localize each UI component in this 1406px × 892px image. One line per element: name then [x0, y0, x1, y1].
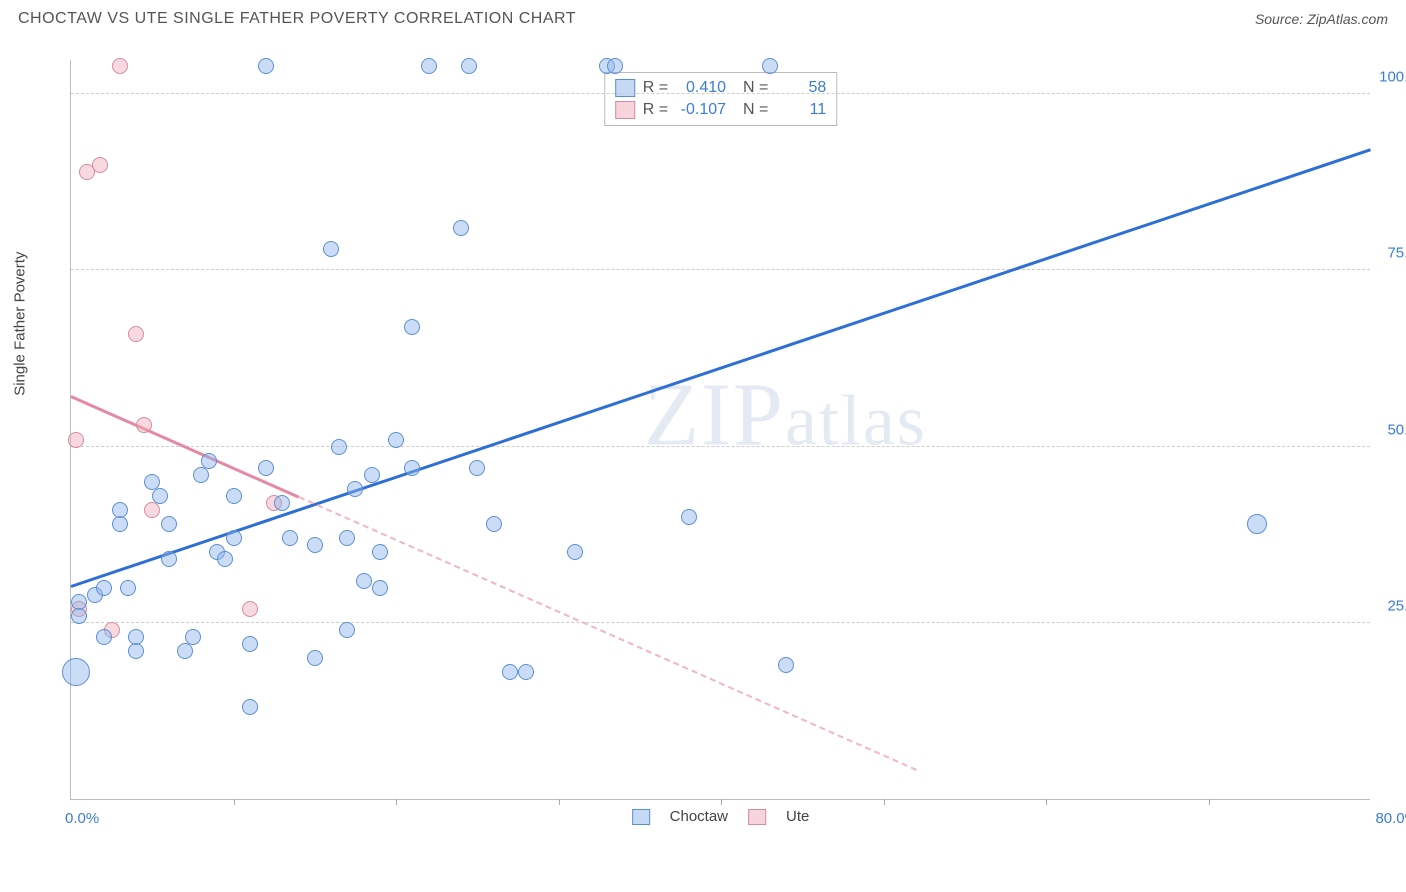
plot-area: ZIPatlas R = 0.410 N = 58 R = -0.107 N =… — [70, 60, 1370, 800]
gridline — [71, 622, 1370, 623]
choctaw-point — [242, 636, 258, 652]
x-tick — [1046, 799, 1047, 805]
choctaw-point — [762, 58, 778, 74]
choctaw-point — [323, 241, 339, 257]
stat-n-ute: 11 — [776, 101, 826, 119]
legend-label-choctaw: Choctaw — [670, 808, 728, 825]
choctaw-point — [96, 580, 112, 596]
choctaw-point — [372, 544, 388, 560]
x-tick — [884, 799, 885, 805]
ute-point — [136, 417, 152, 433]
stat-r-choctaw: 0.410 — [676, 79, 726, 97]
gridline — [71, 446, 1370, 447]
stat-r-ute: -0.107 — [676, 101, 726, 119]
choctaw-point — [1247, 514, 1267, 534]
choctaw-point — [486, 516, 502, 532]
choctaw-point — [258, 58, 274, 74]
chart-title: CHOCTAW VS UTE SINGLE FATHER POVERTY COR… — [18, 10, 576, 28]
ute-point — [92, 157, 108, 173]
choctaw-point — [461, 58, 477, 74]
legend-swatch-ute-icon — [748, 809, 766, 825]
choctaw-point — [518, 664, 534, 680]
choctaw-point — [388, 432, 404, 448]
trend-line — [71, 148, 1372, 588]
y-tick-label: 75.0% — [1387, 245, 1406, 262]
x-tick — [396, 799, 397, 805]
choctaw-point — [71, 608, 87, 624]
choctaw-point — [217, 551, 233, 567]
choctaw-point — [274, 495, 290, 511]
choctaw-point — [347, 481, 363, 497]
choctaw-point — [152, 488, 168, 504]
choctaw-point — [226, 530, 242, 546]
y-axis-title: Single Father Poverty — [12, 252, 29, 396]
series-legend: Choctaw Ute — [632, 808, 810, 825]
choctaw-point — [307, 537, 323, 553]
chart-container: Single Father Poverty ZIPatlas R = 0.410… — [50, 50, 1390, 840]
stats-row-choctaw: R = 0.410 N = 58 — [615, 77, 827, 99]
choctaw-point — [177, 643, 193, 659]
choctaw-point — [681, 509, 697, 525]
stat-n-choctaw: 58 — [776, 79, 826, 97]
choctaw-point — [193, 467, 209, 483]
choctaw-point — [404, 319, 420, 335]
x-tick — [721, 799, 722, 805]
choctaw-point — [331, 439, 347, 455]
choctaw-point — [62, 658, 90, 686]
x-axis-max-label: 80.0% — [1375, 810, 1406, 827]
choctaw-point — [453, 220, 469, 236]
x-axis-min-label: 0.0% — [65, 810, 99, 827]
choctaw-point — [201, 453, 217, 469]
choctaw-point — [421, 58, 437, 74]
choctaw-point — [404, 460, 420, 476]
x-tick — [234, 799, 235, 805]
y-tick-label: 100.0% — [1379, 69, 1406, 86]
x-tick — [559, 799, 560, 805]
legend-label-ute: Ute — [786, 808, 809, 825]
choctaw-point — [339, 530, 355, 546]
ute-point — [112, 58, 128, 74]
choctaw-point — [112, 516, 128, 532]
choctaw-point — [282, 530, 298, 546]
choctaw-point — [469, 460, 485, 476]
stat-r-label: R = — [643, 79, 668, 97]
chart-header: CHOCTAW VS UTE SINGLE FATHER POVERTY COR… — [0, 0, 1406, 34]
choctaw-point — [161, 516, 177, 532]
choctaw-point — [778, 657, 794, 673]
choctaw-point — [96, 629, 112, 645]
x-tick — [1209, 799, 1210, 805]
gridline — [71, 93, 1370, 94]
choctaw-point — [356, 573, 372, 589]
choctaw-point — [112, 502, 128, 518]
ute-point — [128, 326, 144, 342]
choctaw-point — [120, 580, 136, 596]
choctaw-point — [185, 629, 201, 645]
stats-row-ute: R = -0.107 N = 11 — [615, 99, 827, 121]
choctaw-point — [226, 488, 242, 504]
gridline — [71, 269, 1370, 270]
source-attribution: Source: ZipAtlas.com — [1255, 11, 1388, 27]
stats-legend: R = 0.410 N = 58 R = -0.107 N = 11 — [604, 72, 838, 126]
choctaw-point — [307, 650, 323, 666]
swatch-ute-icon — [615, 101, 635, 119]
ute-point — [144, 502, 160, 518]
choctaw-point — [339, 622, 355, 638]
choctaw-point — [567, 544, 583, 560]
swatch-choctaw-icon — [615, 79, 635, 97]
choctaw-point — [607, 58, 623, 74]
stat-r-label: R = — [643, 101, 668, 119]
choctaw-point — [258, 460, 274, 476]
choctaw-point — [242, 699, 258, 715]
ute-point — [242, 601, 258, 617]
choctaw-point — [364, 467, 380, 483]
legend-swatch-choctaw-icon — [632, 809, 650, 825]
ute-point — [68, 432, 84, 448]
trend-line — [298, 496, 916, 771]
choctaw-point — [502, 664, 518, 680]
choctaw-point — [161, 551, 177, 567]
y-tick-label: 50.0% — [1387, 421, 1406, 438]
y-tick-label: 25.0% — [1387, 597, 1406, 614]
choctaw-point — [128, 643, 144, 659]
choctaw-point — [372, 580, 388, 596]
